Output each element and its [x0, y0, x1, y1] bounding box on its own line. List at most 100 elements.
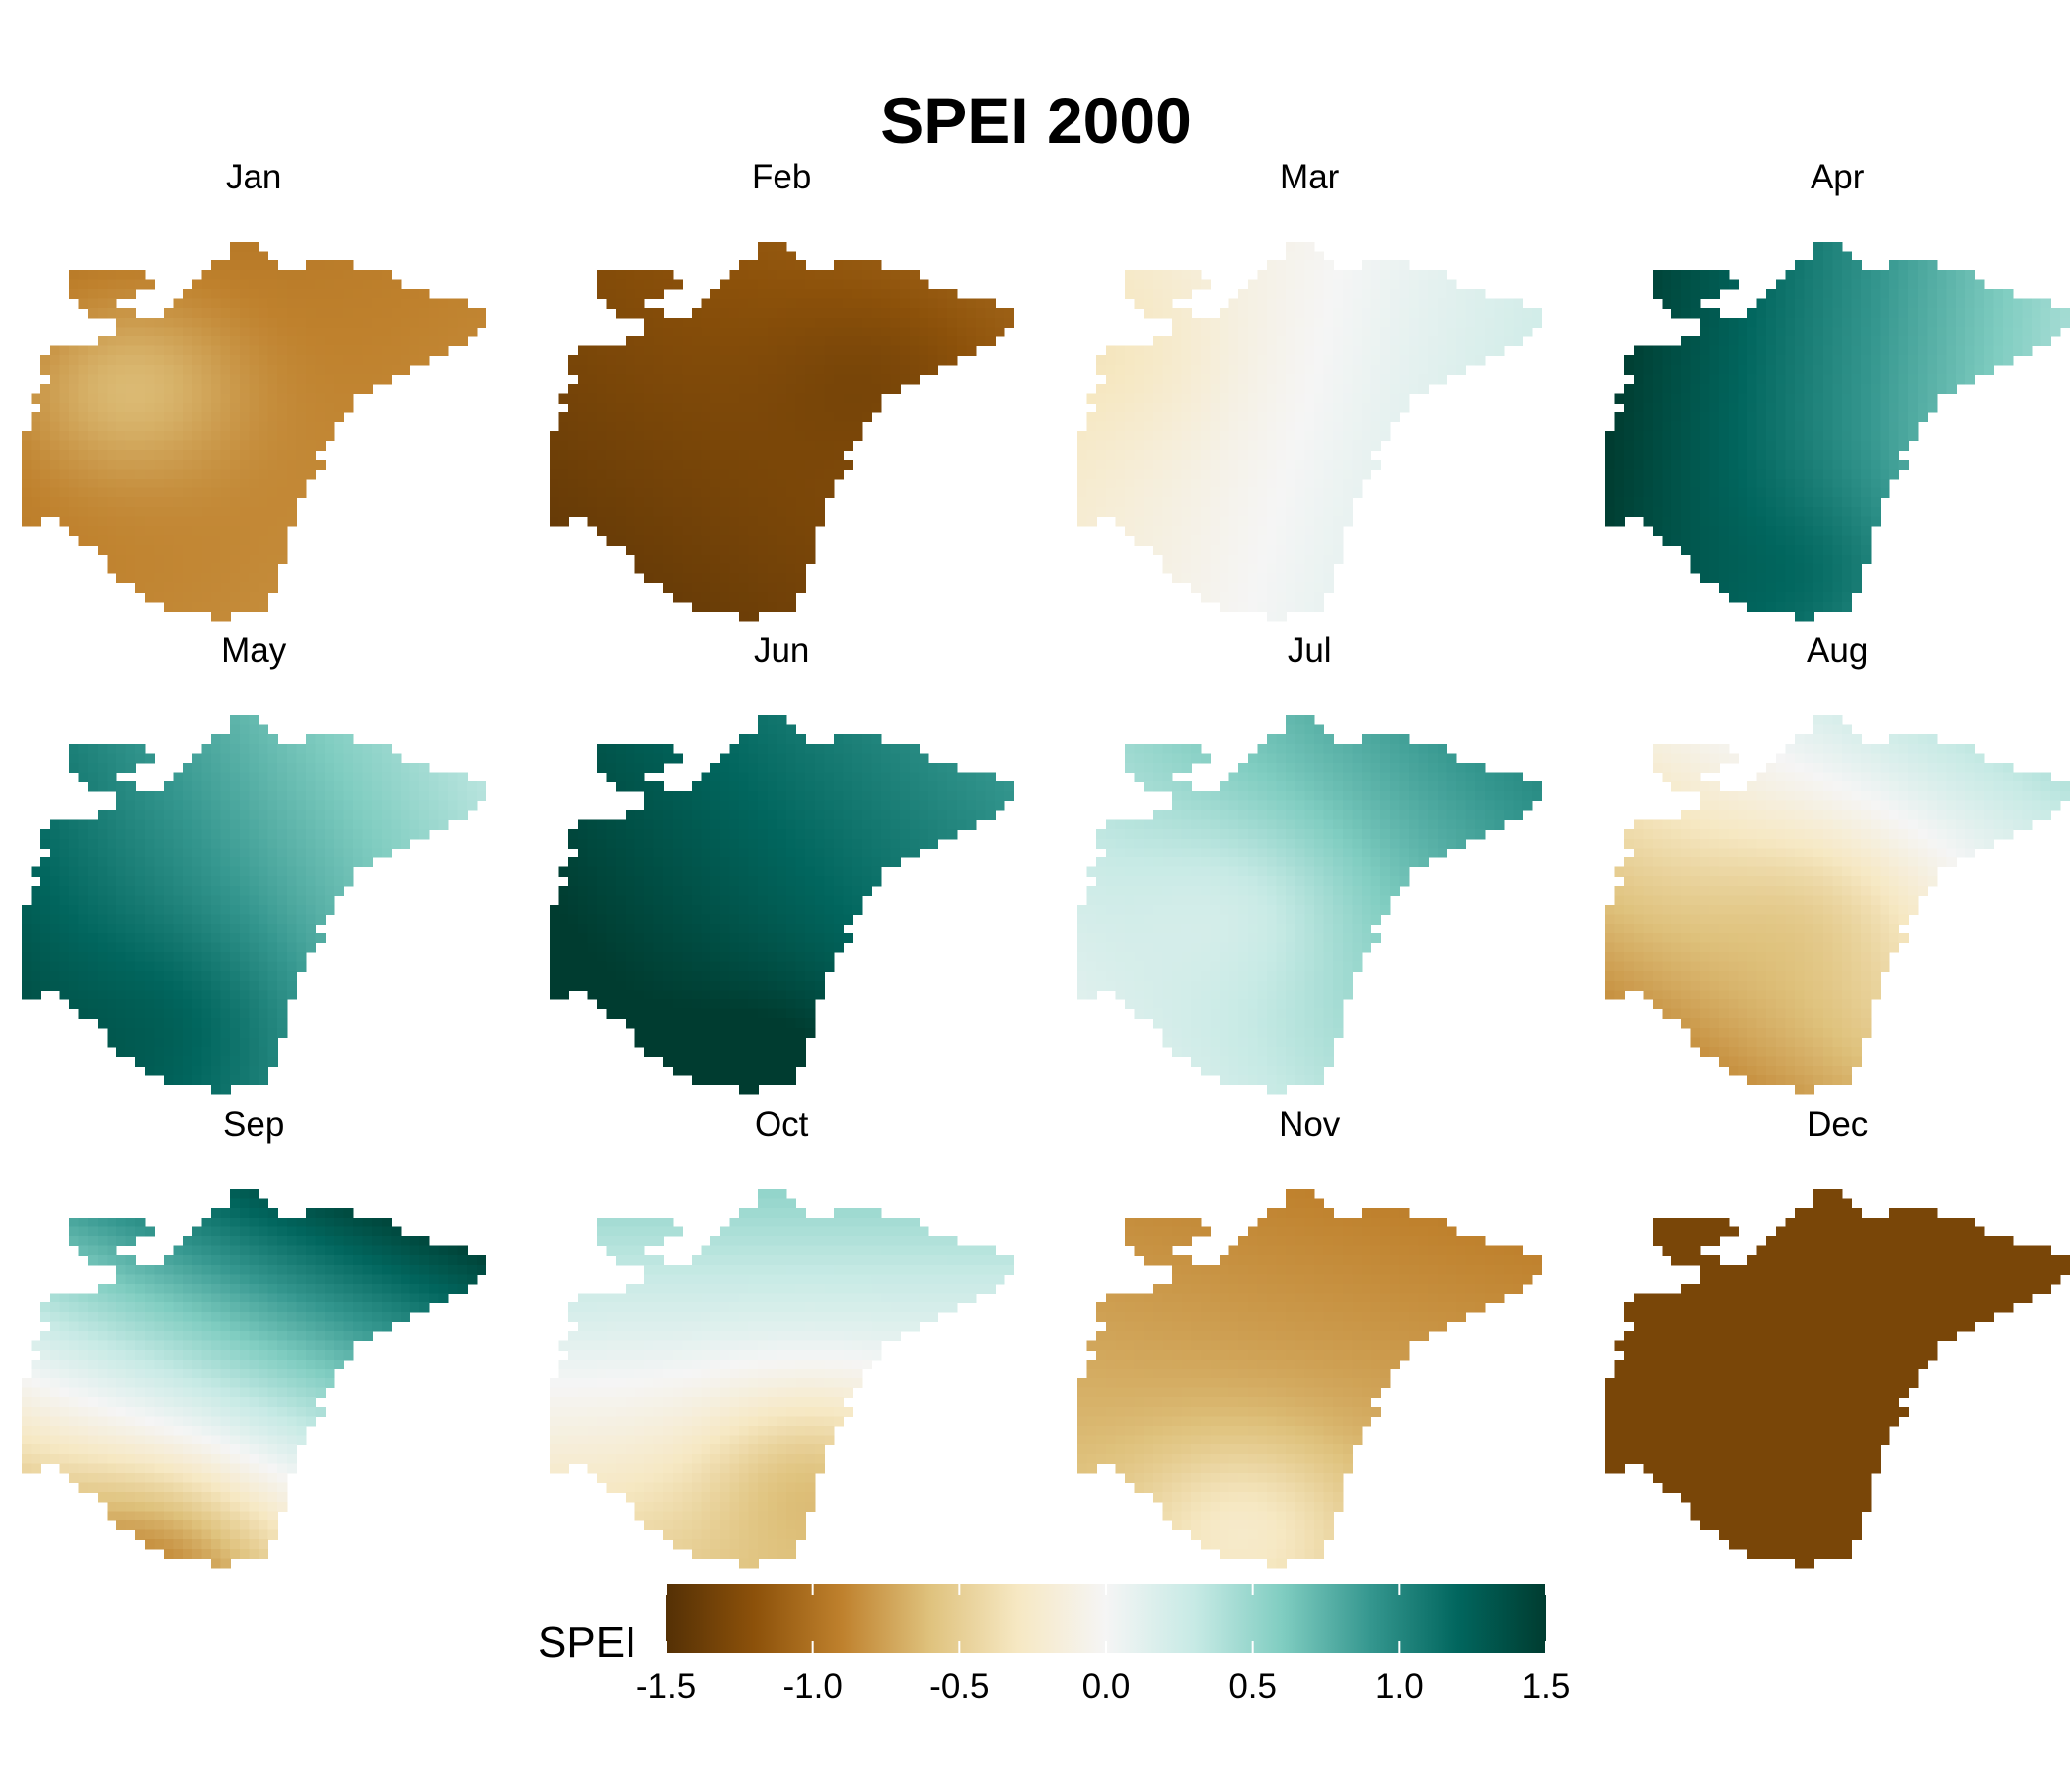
map-cell [116, 479, 127, 489]
map-cell [325, 421, 335, 432]
map-cell [230, 573, 241, 584]
map-cell [692, 317, 703, 328]
map-cell [315, 317, 326, 328]
map-cell [325, 355, 335, 366]
map-cell [795, 279, 806, 290]
map-cell [663, 336, 674, 347]
map-cell [164, 516, 175, 527]
map-cell [183, 497, 193, 508]
map-cell [201, 459, 212, 470]
map-cell [230, 440, 241, 451]
map-cell [164, 317, 175, 328]
map-cell [634, 336, 645, 347]
map-cell [97, 403, 108, 413]
map-cell [107, 440, 117, 451]
map-cell [296, 269, 307, 280]
map-cell [871, 279, 882, 290]
map-cell [259, 411, 269, 422]
map-cell [353, 374, 364, 385]
map-cell [306, 269, 317, 280]
map-cell [861, 355, 872, 366]
map-cell [277, 289, 288, 300]
map-cell [191, 289, 202, 300]
map-cell [183, 289, 193, 300]
map-cell [40, 411, 51, 422]
map-cell [448, 327, 459, 337]
map-cell [286, 431, 297, 442]
map-cell [154, 592, 165, 603]
map-cell [277, 421, 288, 432]
map-cell [183, 374, 193, 385]
map-cell [107, 374, 117, 385]
map-cell [634, 269, 645, 280]
map-cell [758, 327, 769, 337]
map-cell [144, 393, 155, 404]
map-cell [78, 421, 89, 432]
map-cell [69, 459, 80, 470]
map-cell [881, 355, 892, 366]
map-cell [164, 592, 175, 603]
map-cell [296, 384, 307, 395]
map-cell [211, 582, 222, 593]
map-cell [125, 421, 136, 432]
map-cell [296, 403, 307, 413]
map-cell [88, 403, 99, 413]
map-cell [710, 317, 721, 328]
map-cell [88, 374, 99, 385]
map-cell [144, 403, 155, 413]
map-cell [154, 554, 165, 564]
map-cell [107, 469, 117, 480]
map-cell [201, 469, 212, 480]
map-cell [144, 516, 155, 527]
map-cell [824, 279, 835, 290]
map-cell [107, 526, 117, 537]
map-cell [333, 384, 344, 395]
map-cell [814, 336, 825, 347]
map-cell [362, 317, 373, 328]
map-cell [391, 355, 402, 366]
map-cell [191, 440, 202, 451]
map-cell [286, 411, 297, 422]
map-cell [767, 269, 777, 280]
map-cell [719, 317, 730, 328]
map-panel-feb [550, 242, 1014, 622]
map-cell [597, 279, 608, 290]
map-cell [116, 440, 127, 451]
map-cell [419, 355, 430, 366]
map-cell [729, 336, 740, 347]
map-cell [249, 516, 259, 527]
map-cell [191, 431, 202, 442]
map-cell [183, 563, 193, 574]
map-cell [267, 411, 278, 422]
map-cell [909, 308, 920, 319]
map-cell [890, 308, 901, 319]
map-cell [183, 573, 193, 584]
map-cell [116, 384, 127, 395]
map-cell [306, 459, 317, 470]
map-cell [325, 317, 335, 328]
map-cell [767, 308, 777, 319]
map-cell [59, 487, 70, 498]
map-cell [881, 336, 892, 347]
map-cell [296, 317, 307, 328]
map-cell [191, 345, 202, 356]
map-cell [325, 327, 335, 337]
map-cell [183, 554, 193, 564]
map-cell [239, 251, 250, 261]
map-cell [919, 336, 929, 347]
map-cell [249, 479, 259, 489]
map-cell [69, 479, 80, 489]
map-cell [116, 545, 127, 555]
map-cell [97, 289, 108, 300]
map-cell [777, 345, 787, 356]
map-cell [191, 573, 202, 584]
map-cell [249, 497, 259, 508]
map-cell [173, 450, 184, 461]
map-cell [183, 601, 193, 612]
map-cell [286, 506, 297, 517]
map-cell [164, 308, 175, 319]
map-cell [144, 364, 155, 375]
map-cell [125, 403, 136, 413]
map-cell [692, 345, 703, 356]
map-cell [259, 355, 269, 366]
